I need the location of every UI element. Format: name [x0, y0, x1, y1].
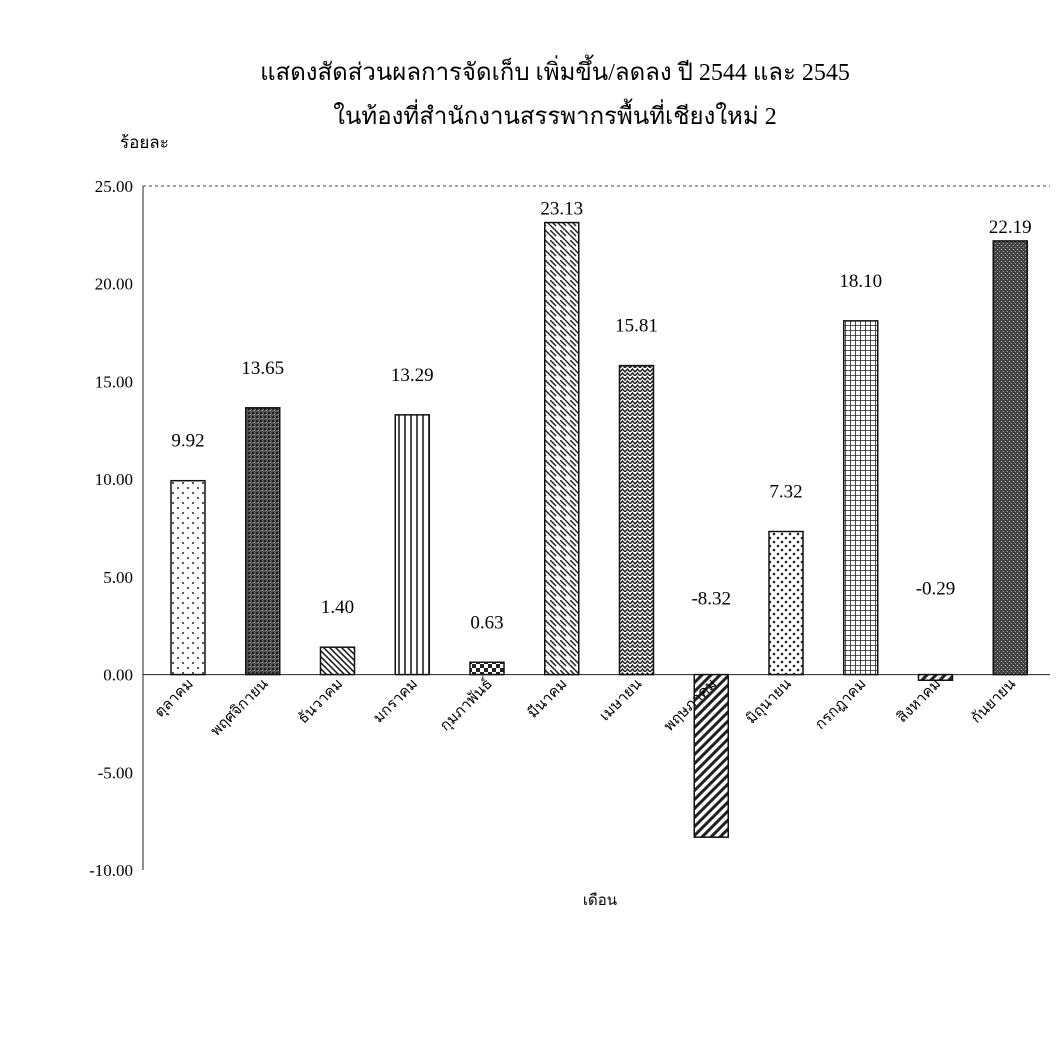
y-tick-label: 20.00 [95, 275, 133, 294]
category-label: กรกฎาคม [813, 676, 870, 733]
y-tick-label: 25.00 [95, 177, 133, 196]
data-label: 18.10 [839, 271, 882, 292]
bar-3 [319, 646, 356, 676]
y-tick-label: -10.00 [89, 861, 133, 880]
data-label: -0.29 [916, 579, 956, 600]
y-tick-label: 5.00 [103, 568, 133, 587]
category-label: สิงหาคม [894, 675, 945, 726]
data-label: 15.81 [615, 316, 658, 337]
bar-8 [693, 673, 729, 838]
category-label: เมษายน [597, 676, 645, 724]
chart-title: แสดงสัดส่วนผลการจัดเก็บ เพิ่มขึ้น/ลดลง ป… [260, 54, 850, 86]
bar-1 [170, 479, 206, 676]
bar-10 [843, 320, 879, 676]
y-tick-label: 10.00 [95, 470, 133, 489]
data-label: 0.63 [470, 612, 503, 633]
bar-5 [469, 661, 505, 676]
data-labels: 9.92 13.65 1.40 13.29 0.63 23.13 15.81 -8.32 7.3… [171, 199, 1031, 634]
y-tick-label: -5.00 [98, 763, 133, 782]
y-tick-labels: 25.00 20.00 15.00 10.00 5.00 0.00 -5.00 -10.00 [89, 177, 133, 880]
y-tick-label: 15.00 [95, 372, 133, 391]
data-label: 7.32 [769, 482, 802, 503]
bar-6 [544, 221, 580, 676]
data-label: 13.29 [391, 365, 434, 386]
y-tick-label: 0.00 [103, 666, 133, 685]
y-axis-label: ร้อยละ [120, 133, 169, 152]
bar-2 [245, 407, 281, 676]
bars [170, 221, 1028, 838]
category-label: มิถุนายน [743, 675, 796, 728]
category-label: ธันวาคม [295, 676, 346, 727]
category-labels: ตุลาคม พฤศจิกายน ธันวาคม มกราคม กุมภาพันธ์ มี… [152, 675, 1019, 739]
bar-9 [768, 530, 804, 676]
data-label: 13.65 [241, 358, 284, 379]
category-label: ตุลาคม [152, 676, 197, 721]
category-label: มีนาคม [524, 675, 570, 721]
bar-12 [992, 240, 1028, 676]
data-label: -8.32 [691, 589, 731, 610]
data-label: 9.92 [171, 431, 204, 452]
bar-11 [917, 673, 954, 681]
data-label: 1.40 [321, 597, 354, 618]
bar-4 [394, 414, 430, 676]
x-axis-label: เดือน [583, 892, 617, 909]
bar-7 [618, 364, 655, 676]
category-label: กุมภาพันธ์ [437, 675, 497, 735]
data-label: 22.19 [989, 217, 1032, 238]
category-label: กันยายน [968, 676, 1019, 727]
chart-subtitle: ในท้องที่สำนักงานสรรพากรพื้นที่เชียงใหม่… [333, 98, 776, 130]
category-label: มกราคม [371, 676, 421, 726]
data-label: 23.13 [540, 199, 583, 220]
category-label: พฤศจิกายน [207, 675, 271, 739]
